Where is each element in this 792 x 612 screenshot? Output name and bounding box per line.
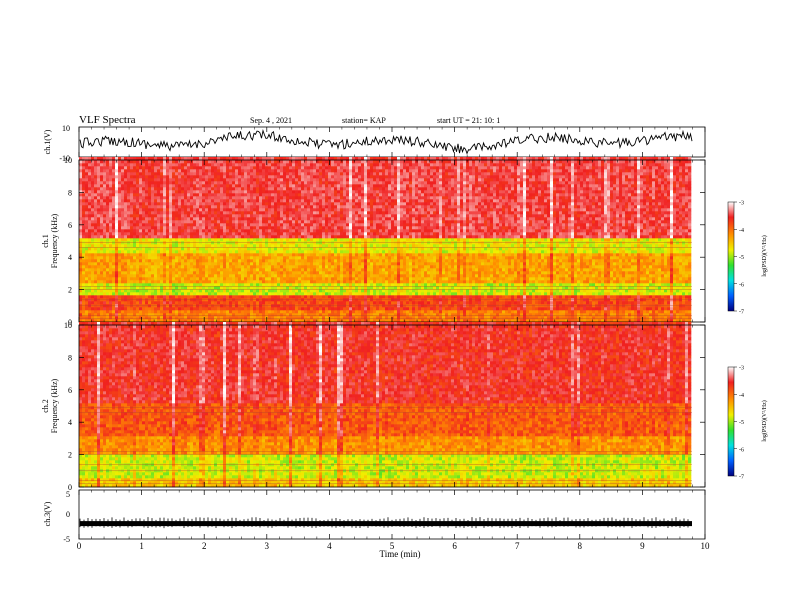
freq-tick-label: 6 <box>68 386 72 395</box>
freq-tick-label: 2 <box>68 286 72 295</box>
time-tick-label: 10 <box>701 541 711 551</box>
colorbar-tick-label: -4 <box>739 228 744 234</box>
ch2-colorbar-label: log(PSD)(V²/Hz) <box>761 400 768 441</box>
date-label: Sep. 4 , 2021 <box>250 116 292 125</box>
start-time-label: start UT = 21: 10: 1 <box>437 116 500 125</box>
station-label: station= KAP <box>342 116 386 125</box>
time-tick-label: 3 <box>265 541 270 551</box>
ch1-spec-channel-label: ch.1 <box>41 234 50 248</box>
ch1-colorbar-label: log(PSD)(V²/Hz) <box>761 235 768 276</box>
ch1-colorbar-ticks: -3 -4 -5 -6 -7 <box>734 201 744 316</box>
colorbar-tick-label: -6 <box>739 447 744 453</box>
ch2-colorbar <box>728 367 734 476</box>
time-tick-label: 4 <box>327 541 332 551</box>
ch1-spec-ylabel: Frequency (kHz) <box>50 213 59 268</box>
ch2-spec-channel-label: ch.2 <box>41 399 50 413</box>
colorbar-tick-label: -5 <box>739 255 744 261</box>
colorbar-tick-label: -7 <box>739 310 744 316</box>
freq-tick-label: 8 <box>68 188 72 197</box>
colorbar-tick-label: -4 <box>739 393 744 399</box>
ch3-waveform-panel: 5 0 -5 ch.3(V) <box>43 490 705 544</box>
ch1-spectrogram <box>79 157 705 322</box>
time-tick-label: 8 <box>578 541 583 551</box>
freq-tick-label: 8 <box>68 353 72 362</box>
colorbar-tick-label: -3 <box>739 366 744 372</box>
ch2-colorbar-ticks: -3 -4 -5 -6 -7 <box>734 366 744 481</box>
ch1-ytick-top: 10 <box>62 124 70 133</box>
freq-tick-label: 10 <box>64 156 72 165</box>
freq-tick-label: 4 <box>68 253 72 262</box>
time-tick-label: 6 <box>452 541 457 551</box>
vlf-spectra-figure: VLF Spectra Sep. 4 , 2021 station= KAP s… <box>0 0 792 612</box>
ch2-spec-ylabel: Frequency (kHz) <box>50 378 59 433</box>
colorbar-tick-label: -5 <box>739 420 744 426</box>
colorbar-tick-label: -6 <box>739 282 744 288</box>
time-tick-label: 1 <box>139 541 144 551</box>
figure-title: VLF Spectra <box>79 114 136 126</box>
time-axis-label: Time (min) <box>380 549 421 559</box>
time-tick-label: 0 <box>77 541 82 551</box>
time-tick-label: 9 <box>640 541 645 551</box>
colorbar-tick-label: -7 <box>739 475 744 481</box>
ch3-ytick-mid: 0 <box>66 510 70 519</box>
ch1-colorbar <box>728 202 734 311</box>
ch1-ylabel: ch.1(V) <box>43 129 52 154</box>
ch3-ytick-top: 5 <box>66 490 70 499</box>
ch2-spectrogram <box>79 322 705 487</box>
freq-tick-label: 2 <box>68 451 72 460</box>
ch3-ylabel: ch.3(V) <box>43 501 52 526</box>
time-tick-label: 7 <box>515 541 520 551</box>
colorbar-tick-label: -3 <box>739 201 744 207</box>
freq-tick-label: 6 <box>68 221 72 230</box>
ch3-ytick-bottom: -5 <box>63 535 70 544</box>
time-tick-label: 2 <box>202 541 207 551</box>
freq-tick-label: 4 <box>68 418 72 427</box>
freq-tick-label: 10 <box>64 321 72 330</box>
